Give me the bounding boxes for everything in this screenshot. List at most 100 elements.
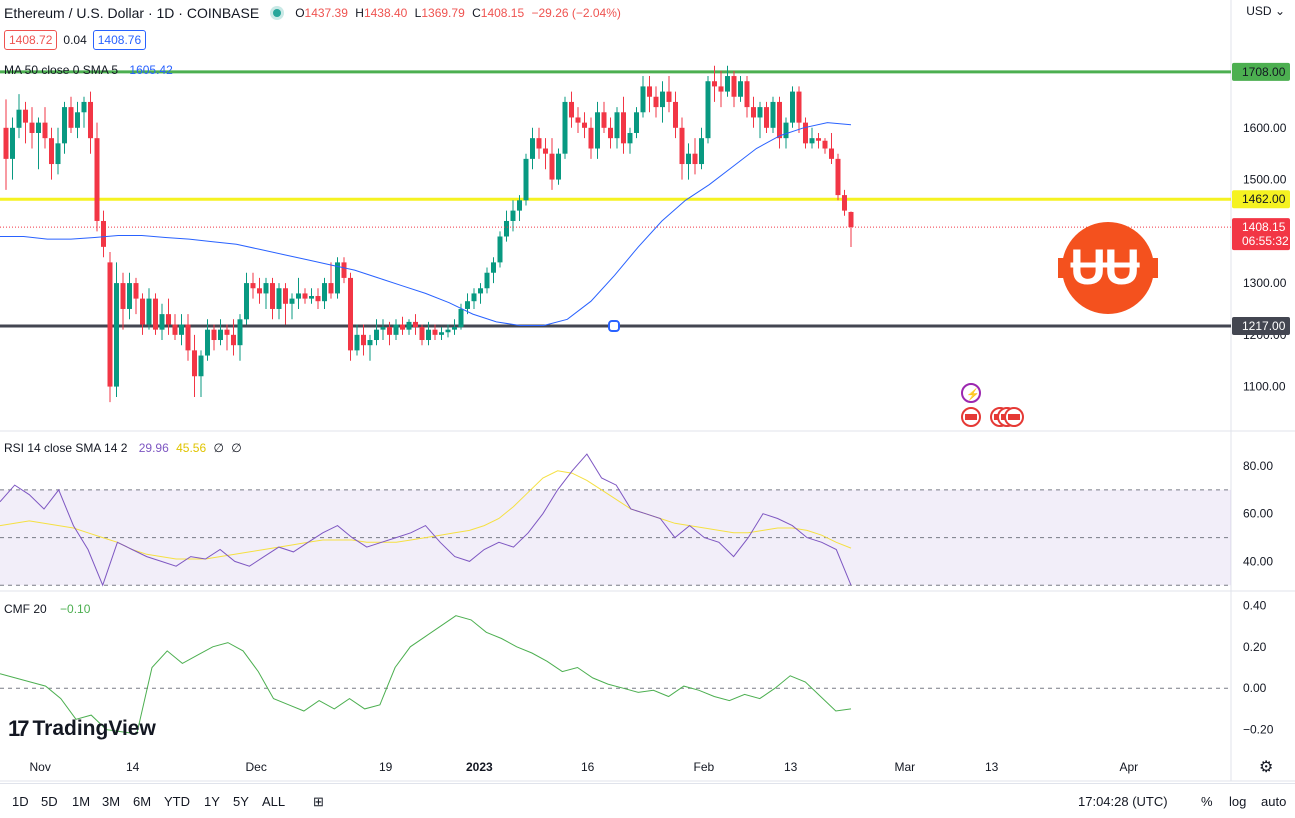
ma-legend[interactable]: MA 50 close 0 SMA 5 1605.42 [4, 63, 173, 77]
candle-body [601, 112, 607, 128]
symbol-header: Ethereum / U.S. Dollar · 1D · COINBASE O… [4, 5, 621, 21]
level-price-label: 1462.00 [1242, 192, 1286, 206]
candle-body [328, 283, 334, 294]
candle-body [725, 76, 730, 92]
percent-toggle[interactable]: % [1201, 794, 1213, 809]
candle-body [588, 127, 594, 149]
lightning-event-icon[interactable] [961, 383, 981, 403]
candle-body [445, 329, 451, 333]
ma-value: 1605.42 [129, 63, 173, 77]
candle-body [10, 127, 15, 159]
auto-toggle[interactable]: auto [1261, 794, 1287, 809]
candle-body [75, 112, 80, 128]
sell-price-button[interactable]: 1408.72 [4, 30, 58, 50]
candle-body [764, 107, 769, 128]
candle-body [530, 138, 535, 159]
candle-body [692, 153, 698, 165]
candle-body [153, 298, 158, 330]
candle-body [621, 112, 626, 144]
candle-body [465, 301, 470, 309]
date-range-icon[interactable]: ⊞ [313, 794, 324, 809]
candle-body [640, 86, 646, 113]
timeframe-button-all[interactable]: ALL [262, 794, 286, 809]
candle-body [3, 127, 9, 159]
utc-clock[interactable]: 17:04:28 (UTC) [1078, 794, 1168, 809]
candle-body [712, 81, 717, 87]
time-axis-label: Apr [1120, 760, 1139, 774]
timeframe-button-5d[interactable]: 5D [41, 794, 58, 809]
candle-body [497, 236, 503, 263]
candle-body [289, 298, 295, 304]
time-axis-label: 2023 [466, 760, 493, 774]
high-value: 1438.40 [363, 6, 408, 20]
candle-body [380, 327, 386, 330]
candle-body [595, 112, 600, 149]
low-value: 1369.79 [421, 6, 465, 20]
candle-body [250, 283, 256, 289]
candle-body [523, 158, 529, 201]
candle-body [244, 283, 249, 320]
gear-icon: ⚙ [1259, 759, 1273, 776]
candle-body [419, 327, 425, 341]
timeframe-button-5y[interactable]: 5Y [233, 794, 249, 809]
time-axis-label: Mar [895, 760, 916, 774]
candle-body [569, 101, 574, 118]
bottom-toolbar: 1D 5D 1M 3M 6M YTD 1Y 5Y ALL ⊞ 17:04:28 (UTC) % l… [0, 783, 1295, 818]
cmf-tick-label: 0.20 [1243, 640, 1267, 654]
timeframe-button-1d[interactable]: 1D [12, 794, 29, 809]
candle-body [543, 148, 548, 154]
candle-body [270, 283, 275, 309]
market-open-indicator [273, 9, 282, 17]
timeframe-button-3m[interactable]: 3M [102, 794, 121, 809]
rsi-extra-1: ∅ [213, 441, 224, 455]
candle-body [413, 321, 418, 328]
candle-body [361, 334, 366, 346]
timeframe-button-1m[interactable]: 1M [72, 794, 91, 809]
symbol-title[interactable]: Ethereum / U.S. Dollar · 1D · COINBASE [4, 5, 260, 21]
candle-body [114, 283, 119, 387]
candle-body [452, 327, 457, 330]
candle-body [335, 262, 340, 294]
last-price-badge [1232, 218, 1290, 251]
candle-body [42, 122, 48, 139]
timeframe-button-6m[interactable]: 6M [133, 794, 152, 809]
candle-body [504, 220, 509, 237]
candle-body [367, 340, 373, 346]
candle-body [835, 158, 841, 196]
buy-price-button[interactable]: 1408.76 [92, 30, 147, 50]
change-value: −29.26 (−2.04%) [531, 6, 621, 20]
cmf-legend[interactable]: CMF 20 −0.10 [4, 602, 90, 616]
candle-body [796, 91, 802, 123]
candle-body [315, 296, 321, 302]
logo-text: TradingView [32, 717, 156, 740]
candle-body [627, 132, 633, 144]
price-tick-label: 1100.00 [1243, 380, 1286, 394]
candle-body [549, 153, 555, 180]
timeframe-button-ytd[interactable]: YTD [164, 794, 190, 809]
level-price-badge [1232, 190, 1290, 209]
candle-body [341, 262, 347, 278]
candle-body [608, 127, 613, 139]
candle-body [81, 101, 87, 113]
log-toggle[interactable]: log [1229, 794, 1247, 809]
drawing-anchor-handle[interactable] [608, 320, 620, 333]
candle-body [757, 107, 763, 118]
coin-logo-glyph: Ʉ [1070, 239, 1106, 295]
candle-body [309, 296, 314, 299]
candle-body [517, 200, 522, 211]
candle-body [536, 138, 542, 149]
cmf-line [0, 615, 852, 735]
timeframe-button-1y[interactable]: 1Y [204, 794, 220, 809]
rsi-legend[interactable]: RSI 14 close SMA 14 2 29.96 45.56 ∅ ∅ [4, 441, 242, 455]
time-axis-label: Nov [30, 760, 51, 774]
currency-selector[interactable]: USD ⌄ [1246, 4, 1285, 18]
candle-body [822, 140, 828, 149]
ma-label: MA 50 close 0 SMA 5 [4, 63, 119, 77]
candle-body [62, 107, 67, 144]
candle-body [224, 329, 230, 335]
tradingview-logo[interactable]: 17 TradingView [8, 716, 156, 742]
spread-value: 0.04 [63, 33, 87, 47]
rsi-value: 29.96 [138, 441, 169, 455]
candle-body [777, 101, 782, 139]
